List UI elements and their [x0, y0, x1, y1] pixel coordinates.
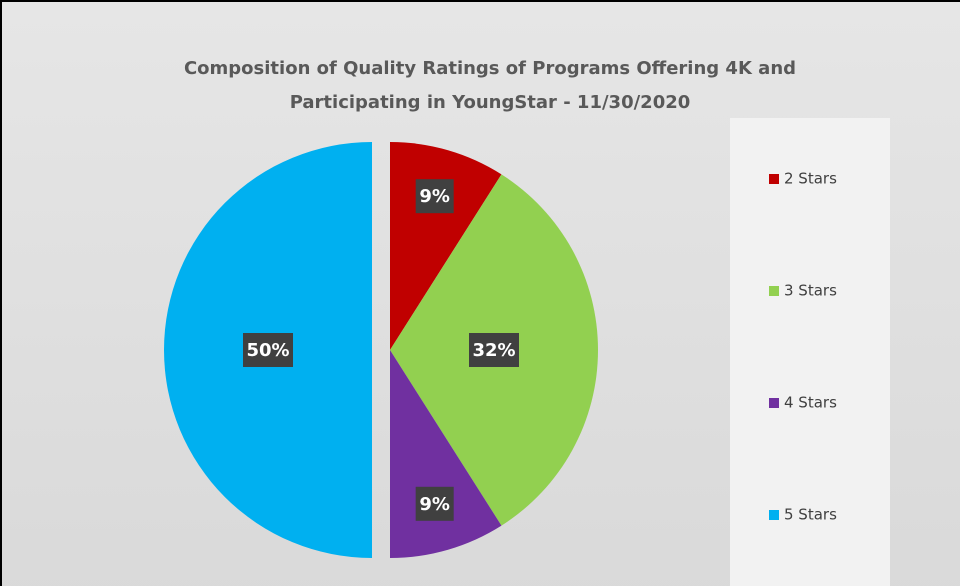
legend-swatch [769, 510, 779, 520]
legend-label: 4 Stars [784, 394, 837, 412]
chart-title: Composition of Quality Ratings of Progra… [183, 58, 797, 113]
data-label-box [415, 486, 454, 521]
data-label-box [469, 333, 519, 367]
data-label-box [243, 333, 293, 367]
data-label: 9% [419, 186, 450, 207]
legend-label: 5 Stars [784, 506, 837, 524]
legend-label: 3 Stars [784, 282, 837, 300]
legend-box [730, 118, 890, 586]
data-label: 50% [246, 340, 289, 361]
legend-swatch [769, 286, 779, 296]
legend-label: 2 Stars [784, 170, 837, 188]
data-label: 9% [419, 494, 450, 515]
legend-swatch [769, 398, 779, 408]
data-label: 32% [472, 340, 515, 361]
legend-swatch [769, 174, 779, 184]
data-label-box [415, 179, 454, 214]
